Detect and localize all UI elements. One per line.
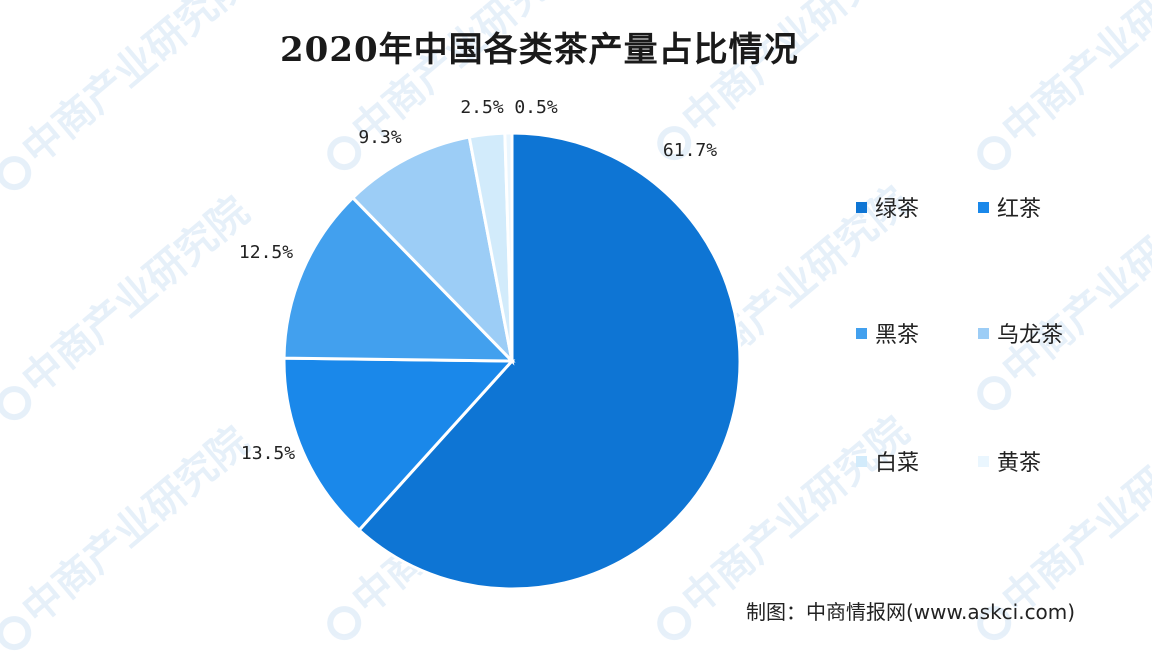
pie-slice-5 <box>503 131 514 362</box>
legend-swatch <box>856 201 867 213</box>
data-label-4: 2.5% <box>460 97 504 118</box>
legend-label: 黑茶 <box>875 323 920 348</box>
legend-swatch <box>978 201 989 213</box>
legend-label: 乌龙茶 <box>997 323 1064 348</box>
legend-swatch <box>978 455 989 467</box>
legend-item-2: 黑茶 <box>856 318 919 348</box>
data-label-2: 12.5% <box>239 242 293 263</box>
legend-label: 黄茶 <box>997 451 1042 476</box>
pie-slice-2 <box>282 195 516 363</box>
pie-slice-1 <box>282 356 516 533</box>
pie-slice-0 <box>356 131 742 591</box>
legend-swatch <box>856 455 867 467</box>
data-label-3: 9.3% <box>358 127 402 148</box>
chart-title: 2020年中国各类茶产量占比情况 <box>280 30 799 70</box>
data-label-1: 13.5% <box>241 443 295 464</box>
pie-slice-3 <box>350 135 515 366</box>
legend-label: 绿茶 <box>875 197 920 222</box>
legend-item-3: 乌龙茶 <box>978 318 1063 348</box>
legend-label: 红茶 <box>997 197 1042 222</box>
legend-label: 白菜 <box>875 451 920 476</box>
legend-item-0: 绿茶 <box>856 192 919 222</box>
legend-item-4: 白菜 <box>856 446 919 476</box>
data-label-5: 0.5% <box>514 97 558 118</box>
legend-item-5: 黄茶 <box>978 446 1041 476</box>
legend-item-1: 红茶 <box>978 192 1041 222</box>
legend-swatch <box>978 327 989 339</box>
source-note: 制图：中商情报网(www.askci.com) <box>746 600 1076 624</box>
data-label-0: 61.7% <box>663 140 717 161</box>
legend-swatch <box>856 327 867 339</box>
